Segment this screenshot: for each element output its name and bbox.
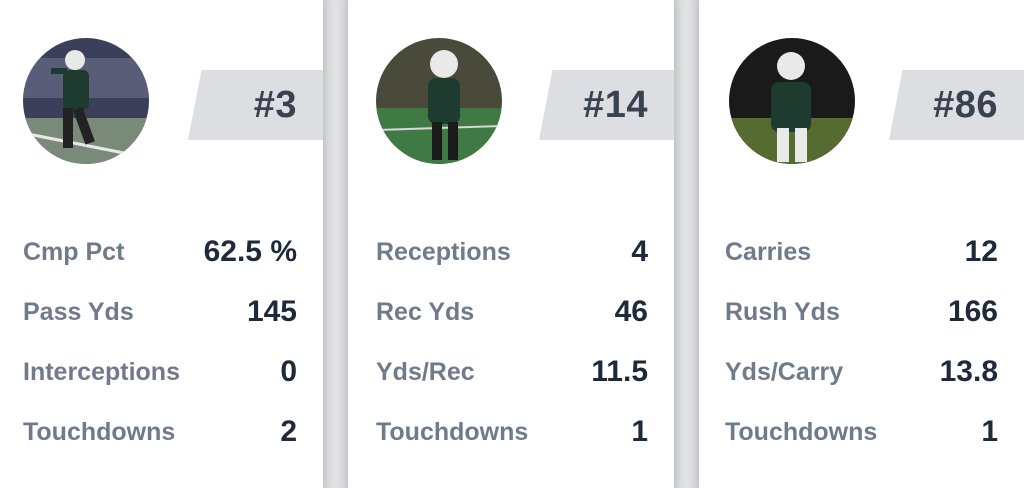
- stat-list: Receptions 4 Rec Yds 46 Yds/Rec 11.5 Tou…: [376, 222, 648, 462]
- player-card-receiver[interactable]: #14 Receptions 4 Rec Yds 46 Yds/Rec 11.5…: [348, 0, 674, 488]
- player-photo-avatar: [23, 38, 149, 164]
- stat-value: 1: [981, 415, 998, 448]
- player-number-tag: #86: [889, 70, 1024, 140]
- stat-row: Yds/Carry 13.8: [725, 342, 998, 402]
- card-gutter: [674, 0, 699, 488]
- stat-label: Interceptions: [23, 357, 180, 386]
- stat-row: Touchdowns 1: [376, 402, 648, 462]
- stat-label: Yds/Rec: [376, 357, 475, 386]
- stat-row: Interceptions 0: [23, 342, 297, 402]
- stat-row: Carries 12: [725, 222, 998, 282]
- stat-value: 4: [631, 235, 648, 268]
- stat-value: 13.8: [939, 355, 998, 388]
- player-card-qb[interactable]: #3 Cmp Pct 62.5 % Pass Yds 145 Intercept…: [0, 0, 323, 488]
- stat-row: Touchdowns 1: [725, 402, 998, 462]
- stat-label: Rush Yds: [725, 297, 840, 326]
- player-card-rusher[interactable]: #86 Carries 12 Rush Yds 166 Yds/Carry 13…: [699, 0, 1024, 488]
- stat-label: Touchdowns: [376, 417, 529, 446]
- stat-row: Receptions 4: [376, 222, 648, 282]
- card-gutter: [323, 0, 348, 488]
- stat-label: Touchdowns: [725, 417, 878, 446]
- stat-value: 1: [631, 415, 648, 448]
- stat-label: Cmp Pct: [23, 237, 125, 266]
- stat-value: 46: [614, 295, 648, 328]
- stat-row: Rush Yds 166: [725, 282, 998, 342]
- stat-label: Pass Yds: [23, 297, 134, 326]
- player-photo-avatar: [376, 38, 502, 164]
- stat-row: Cmp Pct 62.5 %: [23, 222, 297, 282]
- stat-value: 145: [246, 295, 297, 328]
- stat-row: Yds/Rec 11.5: [376, 342, 648, 402]
- player-photo-avatar: [729, 38, 855, 164]
- stat-value: 2: [280, 415, 297, 448]
- player-number-tag: #3: [188, 70, 323, 140]
- stat-label: Carries: [725, 237, 812, 266]
- stat-value: 62.5 %: [203, 235, 297, 268]
- stat-value: 0: [280, 355, 297, 388]
- stat-list: Carries 12 Rush Yds 166 Yds/Carry 13.8 T…: [725, 222, 998, 462]
- stat-row: Rec Yds 46: [376, 282, 648, 342]
- player-number-tag: #14: [539, 70, 674, 140]
- stat-value: 12: [964, 235, 998, 268]
- stat-label: Touchdowns: [23, 417, 176, 446]
- stat-label: Yds/Carry: [725, 357, 844, 386]
- stat-value: 166: [947, 295, 998, 328]
- stat-label: Rec Yds: [376, 297, 475, 326]
- stat-list: Cmp Pct 62.5 % Pass Yds 145 Interception…: [23, 222, 297, 462]
- stat-row: Pass Yds 145: [23, 282, 297, 342]
- stat-value: 11.5: [591, 355, 648, 388]
- stat-label: Receptions: [376, 237, 511, 266]
- stat-row: Touchdowns 2: [23, 402, 297, 462]
